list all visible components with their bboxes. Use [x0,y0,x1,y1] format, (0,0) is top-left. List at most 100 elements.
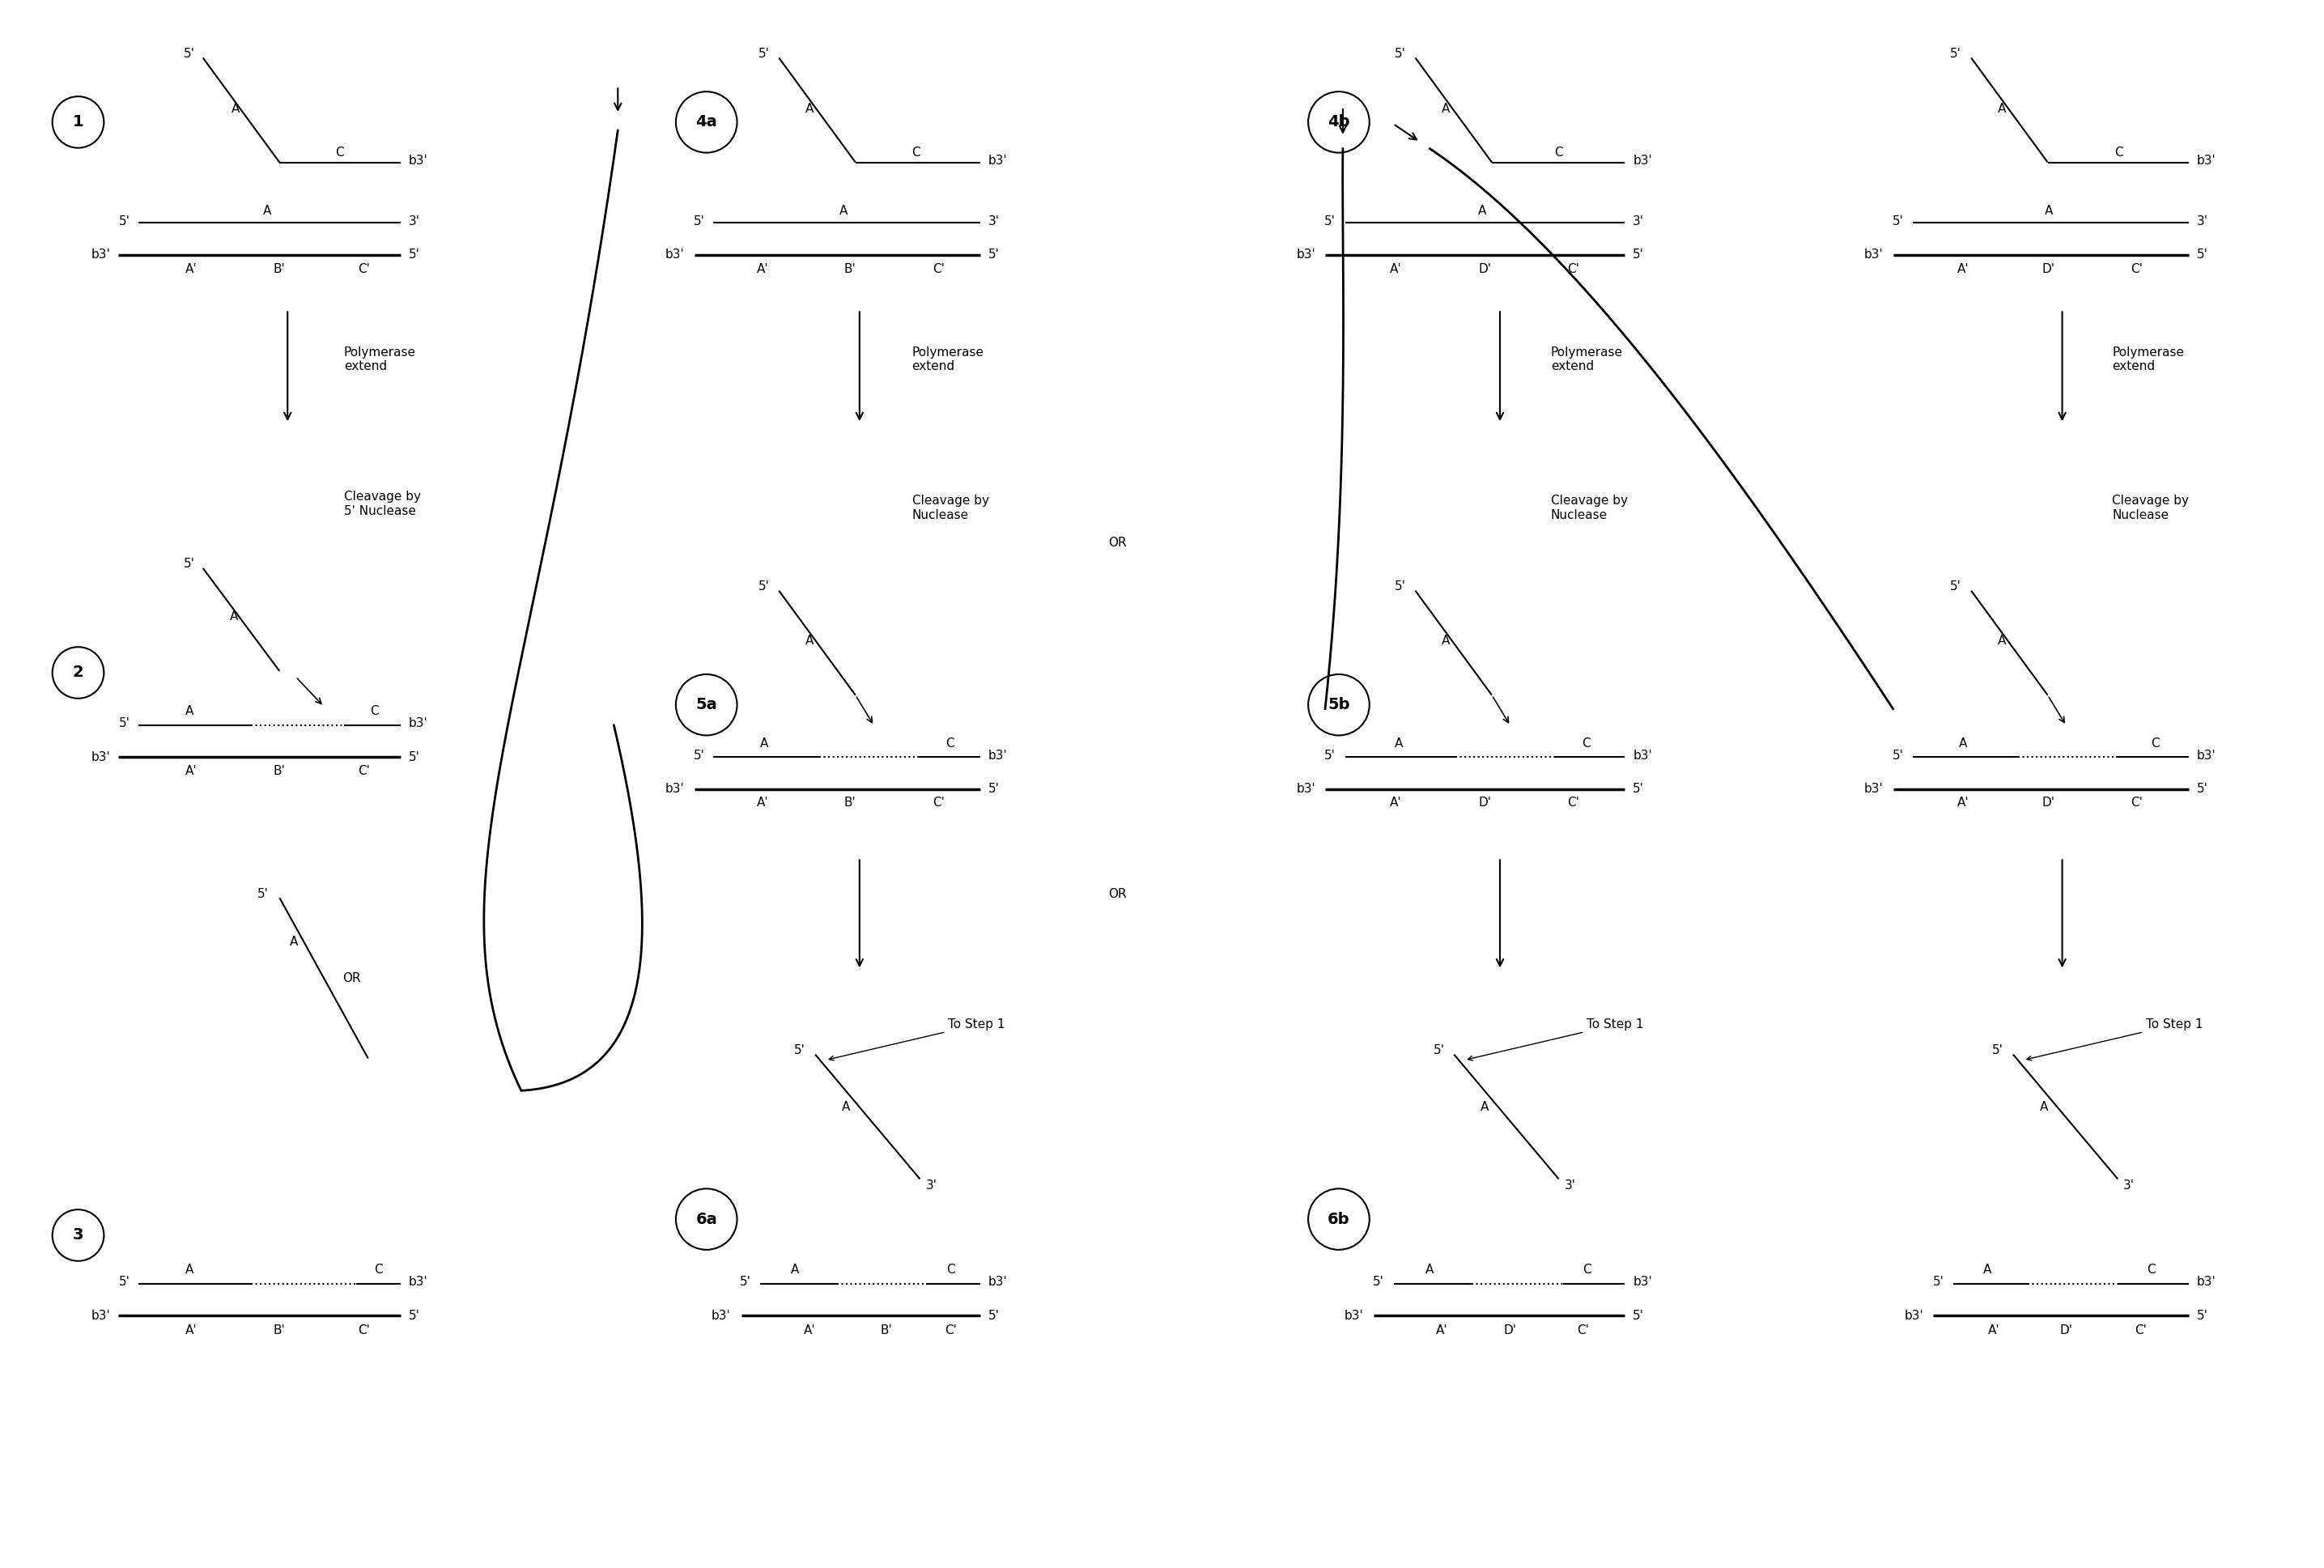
Text: b3': b3' [988,155,1009,166]
Text: C': C' [2131,797,2143,809]
Text: A: A [186,1264,193,1276]
Text: A: A [230,610,237,622]
Text: A: A [186,706,193,717]
Text: A: A [1999,102,2006,114]
Text: 5': 5' [758,47,769,60]
Text: A: A [2040,1101,2047,1113]
Text: 1: 1 [72,114,84,130]
Text: b3': b3' [409,155,428,166]
Text: C: C [1583,1264,1592,1276]
Text: 5': 5' [795,1044,806,1057]
Text: B': B' [844,797,855,809]
Text: 5': 5' [1634,1309,1643,1322]
Text: A': A' [186,263,198,276]
Text: 5': 5' [1373,1276,1383,1287]
Text: 5': 5' [2196,249,2208,260]
Text: C': C' [2133,1323,2147,1336]
Text: 5': 5' [1434,1044,1443,1057]
Text: b3': b3' [1903,1309,1924,1322]
Text: b3': b3' [409,1276,428,1287]
Text: 3': 3' [925,1179,937,1192]
Text: C: C [1583,737,1590,750]
Text: 5': 5' [409,751,421,764]
Text: C': C' [932,263,944,276]
Text: b3': b3' [1634,155,1652,166]
Text: 2: 2 [72,665,84,681]
Text: A: A [290,936,297,949]
Text: C': C' [358,263,370,276]
Text: b3': b3' [1864,249,1882,260]
Text: C': C' [358,765,370,776]
Text: A: A [760,737,769,750]
Text: D': D' [1478,797,1492,809]
Text: 5': 5' [119,717,130,729]
Text: 5': 5' [1325,750,1336,762]
Text: b3': b3' [1297,249,1315,260]
Text: 6b: 6b [1327,1212,1350,1226]
Text: A: A [1982,1264,1992,1276]
Text: C: C [946,1264,955,1276]
Text: b3': b3' [1864,782,1882,795]
Text: 5': 5' [693,750,704,762]
Text: 5': 5' [1892,215,1903,227]
Text: b3': b3' [988,750,1009,762]
Text: A': A' [186,1323,198,1336]
Text: 5': 5' [1634,249,1643,260]
Text: To Step 1: To Step 1 [1469,1019,1643,1060]
Text: OR: OR [1109,887,1127,900]
Text: B': B' [274,1323,286,1336]
Text: 5': 5' [409,1309,421,1322]
Text: b3': b3' [1634,1276,1652,1287]
Text: A: A [1959,737,1968,750]
Text: D': D' [1504,1323,1518,1336]
Text: 5': 5' [1394,47,1406,60]
Text: Polymerase
extend: Polymerase extend [344,347,416,372]
Text: To Step 1: To Step 1 [830,1019,1006,1060]
Text: C: C [374,1264,383,1276]
Text: 5': 5' [1950,47,1961,60]
Text: b3': b3' [91,249,109,260]
Text: A: A [839,204,848,216]
Text: A': A' [1957,797,1968,809]
Text: A: A [841,1101,851,1113]
Text: D': D' [2059,1323,2073,1336]
Text: Cleavage by
5' Nuclease: Cleavage by 5' Nuclease [344,491,421,517]
Text: A: A [1999,635,2006,646]
Text: 3': 3' [2196,215,2208,227]
Text: B': B' [881,1323,892,1336]
Text: A: A [263,204,272,216]
Text: b3': b3' [1346,1309,1364,1322]
Text: A': A' [1390,263,1401,276]
Text: OR: OR [1109,536,1127,549]
Text: 5': 5' [184,47,195,60]
Text: 4a: 4a [695,114,718,130]
Text: C: C [946,737,955,750]
Text: 5': 5' [1394,580,1406,593]
Text: 3': 3' [2124,1179,2136,1192]
Text: A: A [1425,1264,1434,1276]
Text: 5': 5' [2196,782,2208,795]
Text: Polymerase
extend: Polymerase extend [2113,347,2185,372]
Text: 5': 5' [409,249,421,260]
Text: Polymerase
extend: Polymerase extend [1550,347,1622,372]
Text: D': D' [1478,263,1492,276]
Text: b3': b3' [91,751,109,764]
Text: Cleavage by
Nuclease: Cleavage by Nuclease [911,495,988,521]
Text: 5': 5' [988,1309,999,1322]
Text: 5': 5' [1634,782,1643,795]
Text: 5': 5' [693,215,704,227]
Text: 5': 5' [988,782,999,795]
Text: A': A' [758,263,769,276]
Text: 5': 5' [1325,215,1336,227]
Text: D': D' [2043,797,2054,809]
Text: B': B' [274,765,286,776]
Text: Polymerase
extend: Polymerase extend [911,347,983,372]
Text: 3: 3 [72,1228,84,1243]
Text: C: C [335,147,344,158]
Text: C': C' [2131,263,2143,276]
Text: A: A [806,635,813,646]
Text: A: A [230,102,239,114]
Text: C': C' [1578,1323,1590,1336]
Text: A: A [1441,102,1450,114]
Text: OR: OR [344,972,360,985]
